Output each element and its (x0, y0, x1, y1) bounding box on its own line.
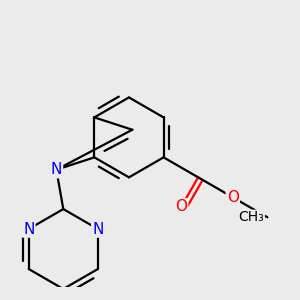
Text: N: N (92, 221, 103, 236)
Text: CH₃: CH₃ (238, 210, 264, 224)
Text: O: O (227, 190, 239, 205)
Text: N: N (23, 221, 34, 236)
Text: N: N (51, 162, 62, 177)
Text: O: O (175, 199, 187, 214)
